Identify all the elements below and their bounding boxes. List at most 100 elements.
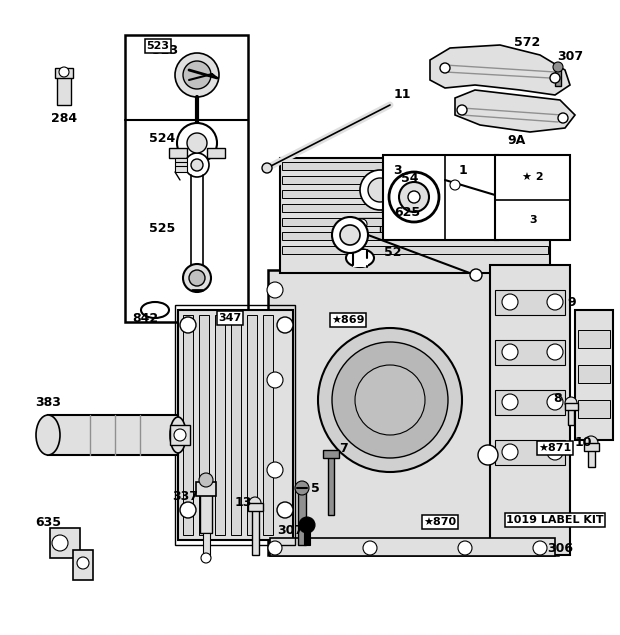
Text: 523: 523 — [152, 44, 178, 57]
Bar — [282, 190, 548, 198]
Circle shape — [183, 61, 211, 89]
Ellipse shape — [346, 249, 374, 267]
Bar — [358, 218, 380, 236]
Text: 524: 524 — [149, 131, 175, 145]
Circle shape — [295, 481, 309, 495]
Bar — [323, 450, 339, 458]
Circle shape — [180, 502, 196, 518]
Bar — [215, 315, 225, 535]
Circle shape — [502, 444, 518, 460]
Bar — [578, 365, 610, 383]
Circle shape — [262, 163, 272, 173]
Bar — [203, 533, 210, 558]
Bar — [575, 310, 613, 440]
Bar — [263, 315, 273, 535]
Circle shape — [52, 535, 68, 551]
Circle shape — [533, 541, 547, 555]
Bar — [565, 403, 578, 410]
Text: 625: 625 — [394, 206, 420, 220]
Text: 307: 307 — [277, 523, 303, 537]
Bar — [280, 158, 550, 273]
Text: 9: 9 — [568, 297, 577, 309]
Circle shape — [249, 497, 261, 509]
Text: 337: 337 — [172, 490, 198, 502]
Bar — [495, 290, 565, 315]
Circle shape — [318, 328, 462, 472]
Circle shape — [175, 53, 219, 97]
Circle shape — [277, 502, 293, 518]
Ellipse shape — [170, 417, 186, 453]
Bar — [555, 68, 561, 86]
Circle shape — [177, 123, 217, 163]
Circle shape — [299, 517, 315, 533]
Circle shape — [368, 178, 392, 202]
Text: 307: 307 — [557, 51, 583, 64]
Text: 523: 523 — [146, 41, 169, 51]
Text: 52: 52 — [384, 246, 402, 258]
Circle shape — [332, 217, 368, 253]
Text: 1019 LABEL KIT: 1019 LABEL KIT — [506, 515, 604, 525]
Bar — [282, 176, 548, 184]
Circle shape — [77, 557, 89, 569]
Bar — [270, 538, 555, 556]
Bar — [248, 503, 263, 511]
Text: 347: 347 — [218, 313, 242, 323]
Text: 635: 635 — [35, 516, 61, 530]
Circle shape — [267, 372, 283, 388]
Circle shape — [389, 172, 439, 222]
Circle shape — [462, 190, 478, 206]
Text: ★869: ★869 — [331, 315, 365, 325]
Text: ★ 2: ★ 2 — [522, 172, 544, 182]
Text: ★871: ★871 — [538, 443, 572, 453]
Bar — [588, 445, 595, 467]
Circle shape — [187, 133, 207, 153]
Text: 7: 7 — [340, 441, 348, 455]
Text: ereplacementparts.com: ereplacementparts.com — [235, 323, 385, 337]
Circle shape — [450, 180, 460, 190]
Circle shape — [547, 444, 563, 460]
Text: 383: 383 — [35, 396, 61, 408]
Circle shape — [340, 225, 360, 245]
Bar — [353, 250, 368, 267]
Bar — [584, 443, 599, 451]
Circle shape — [550, 73, 560, 83]
Circle shape — [399, 182, 429, 212]
Circle shape — [457, 105, 467, 115]
Text: 54: 54 — [401, 171, 418, 185]
Bar — [282, 232, 548, 240]
Bar — [495, 390, 565, 415]
Circle shape — [180, 317, 196, 333]
Circle shape — [478, 445, 498, 465]
Bar — [183, 315, 193, 535]
Ellipse shape — [141, 302, 169, 318]
Bar — [268, 270, 558, 555]
Circle shape — [565, 397, 577, 409]
Bar — [356, 232, 364, 244]
Bar — [578, 400, 610, 418]
Circle shape — [547, 294, 563, 310]
Circle shape — [277, 317, 293, 333]
Bar — [383, 155, 498, 240]
Bar — [382, 190, 388, 212]
Text: 525: 525 — [149, 222, 175, 234]
Circle shape — [470, 269, 482, 281]
Bar — [196, 482, 216, 496]
Circle shape — [59, 67, 69, 77]
Circle shape — [553, 62, 563, 72]
Bar — [247, 315, 257, 535]
Bar — [50, 528, 80, 558]
Text: 11: 11 — [393, 88, 410, 102]
Circle shape — [191, 159, 203, 171]
Bar — [304, 525, 310, 545]
Text: 10: 10 — [574, 436, 591, 450]
Text: 3: 3 — [529, 215, 537, 225]
Bar — [207, 148, 225, 158]
Bar — [169, 148, 187, 158]
Bar — [578, 330, 610, 348]
Circle shape — [380, 183, 390, 193]
Circle shape — [267, 282, 283, 298]
Circle shape — [363, 541, 377, 555]
Circle shape — [360, 170, 400, 210]
Circle shape — [268, 541, 282, 555]
Circle shape — [189, 270, 205, 286]
